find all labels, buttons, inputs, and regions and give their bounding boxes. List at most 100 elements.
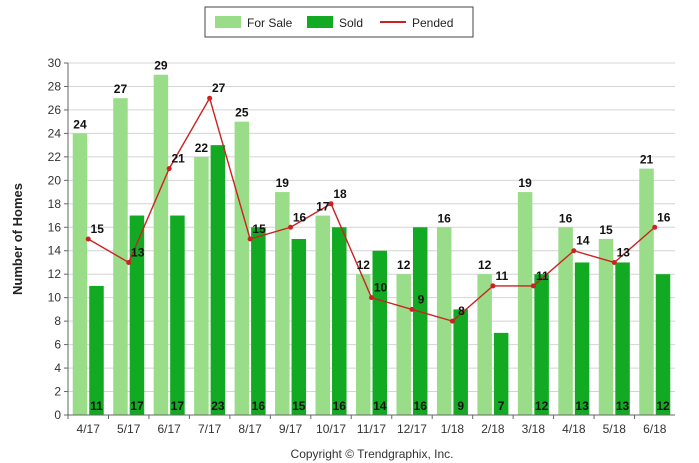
x-tick-label: 5/17 [117, 422, 141, 436]
bar-for-sale [194, 156, 209, 415]
data-label-for-sale: 27 [114, 82, 128, 96]
y-tick-label: 20 [48, 173, 62, 187]
data-label-pended: 13 [617, 245, 631, 259]
pended-point [288, 224, 294, 230]
data-label-pended: 11 [536, 269, 549, 283]
data-label-pended: 13 [131, 245, 145, 259]
data-label-pended: 15 [252, 222, 266, 236]
data-label-for-sale: 15 [599, 223, 613, 237]
data-label-for-sale: 24 [73, 117, 87, 131]
x-tick-label: 5/18 [603, 422, 627, 436]
copyright-text: Copyright © Trendgraphix, Inc. [291, 447, 454, 461]
data-label-pended: 10 [374, 281, 388, 295]
pended-point [166, 166, 172, 172]
bar-for-sale [234, 121, 250, 416]
pended-point [247, 236, 253, 242]
data-label-sold: 17 [130, 399, 144, 413]
x-tick-label: 2/18 [481, 422, 505, 436]
bar-sold [534, 274, 549, 415]
x-tick-label: 8/17 [238, 422, 262, 436]
bar-for-sale [113, 98, 128, 415]
bar-for-sale [598, 239, 614, 415]
bar-for-sale [72, 133, 88, 415]
bar-for-sale [558, 227, 573, 415]
legend-swatch-sold [307, 16, 333, 28]
data-label-pended: 16 [293, 210, 307, 224]
bar-for-sale [356, 274, 371, 415]
data-label-pended: 21 [171, 152, 185, 166]
bar-for-sale [477, 274, 492, 415]
legend-swatch-for-sale [215, 16, 241, 28]
data-label-for-sale: 25 [235, 106, 249, 120]
legend-label-pended: Pended [412, 16, 453, 30]
bar-sold [372, 250, 387, 415]
pended-point [449, 318, 455, 324]
bar-sold [210, 145, 226, 415]
pended-point [328, 201, 334, 207]
bar-for-sale [315, 215, 331, 415]
y-tick-label: 2 [54, 385, 61, 399]
data-label-sold: 16 [333, 399, 347, 413]
x-tick-label: 1/18 [441, 422, 465, 436]
data-label-sold: 7 [498, 399, 505, 413]
legend-box [204, 6, 474, 38]
data-label-sold: 13 [575, 399, 589, 413]
y-tick-label: 24 [48, 126, 62, 140]
bar-for-sale [275, 192, 290, 415]
bar-sold [453, 309, 468, 415]
data-label-for-sale: 19 [276, 176, 290, 190]
data-label-sold: 12 [656, 399, 670, 413]
bar-sold [129, 215, 145, 415]
x-tick-label: 10/17 [316, 422, 346, 436]
label-layer: 24 11 27 17 29 17 22 23 25 16 19 15 17 16 12 14 12 16 16 9 1… [73, 59, 670, 413]
data-label-for-sale: 17 [316, 200, 330, 214]
bar-layer [72, 74, 671, 416]
pended-point [85, 236, 91, 242]
bar-for-sale [517, 192, 533, 415]
x-tick-label: 3/18 [522, 422, 546, 436]
bar-sold [170, 215, 185, 415]
y-tick-label: 30 [48, 56, 62, 70]
pended-point [207, 95, 213, 101]
y-axis-title: Number of Homes [10, 183, 25, 295]
data-label-for-sale: 12 [357, 258, 371, 272]
bar-sold [493, 332, 509, 415]
data-label-for-sale: 16 [438, 211, 452, 225]
data-label-pended: 14 [576, 234, 590, 248]
bar-for-sale [396, 274, 411, 415]
bar-for-sale [639, 168, 654, 415]
data-label-sold: 15 [292, 399, 306, 413]
bar-sold [655, 274, 671, 415]
legend-label-sold: Sold [339, 16, 363, 30]
y-tick-label: 14 [48, 244, 62, 258]
bar-for-sale [436, 227, 452, 415]
pended-point [490, 283, 496, 289]
pended-point [571, 248, 577, 254]
y-tick-label: 26 [48, 103, 62, 117]
x-tick-label: 7/17 [198, 422, 222, 436]
legend: For Sale Sold Pended [204, 6, 474, 38]
data-label-for-sale: 29 [154, 59, 168, 73]
pended-point [611, 259, 617, 265]
data-label-sold: 12 [535, 399, 549, 413]
data-label-for-sale: 16 [559, 211, 573, 225]
data-label-for-sale: 19 [518, 176, 532, 190]
y-tick-label: 16 [48, 220, 62, 234]
data-label-pended: 8 [458, 304, 465, 318]
x-tick-label: 6/17 [157, 422, 181, 436]
data-label-sold: 14 [373, 399, 387, 413]
data-label-sold: 9 [457, 399, 464, 413]
x-tick-label: 12/17 [397, 422, 427, 436]
y-tick-label: 10 [48, 291, 62, 305]
bar-sold [574, 262, 590, 415]
data-label-pended: 18 [333, 187, 347, 201]
pended-point [652, 224, 658, 230]
y-tick-label: 22 [48, 150, 62, 164]
bar-sold [89, 285, 104, 415]
data-label-pended: 11 [496, 269, 509, 283]
y-tick-label: 0 [54, 408, 61, 422]
data-label-sold: 13 [616, 399, 630, 413]
data-label-pended: 16 [657, 210, 671, 224]
